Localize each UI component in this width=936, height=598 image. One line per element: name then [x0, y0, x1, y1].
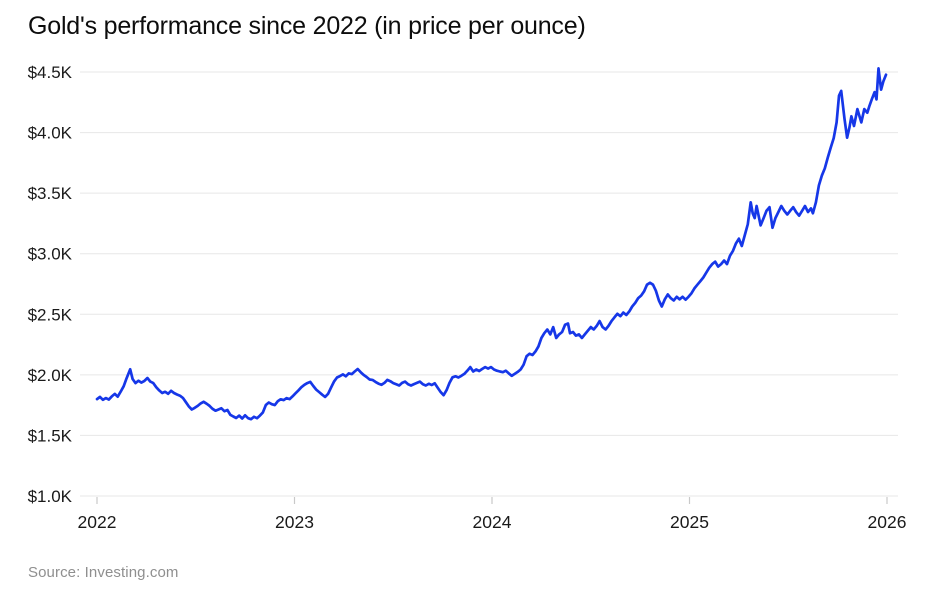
x-axis-tick-label: 2026 — [868, 512, 907, 532]
x-axis-tick-label: 2025 — [670, 512, 709, 532]
y-axis-tick-label: $1.0K — [28, 487, 73, 506]
source-text: Source: Investing.com — [28, 564, 179, 581]
chart-title: Gold's performance since 2022 (in price … — [28, 12, 586, 40]
y-axis-tick-label: $4.5K — [28, 63, 73, 82]
gold-price-line-chart: $1.0K $1.5K $2.0K $2.5K $3.0K $3.5K $4.0K $4.5K… — [28, 63, 907, 532]
x-axis-tick-label: 2022 — [78, 512, 117, 532]
y-axis-tick-label: $4.0K — [28, 124, 73, 143]
y-axis-tick-label: $3.5K — [28, 184, 73, 203]
gold-price-line — [95, 67, 888, 421]
y-axis-tick-label: $2.0K — [28, 366, 73, 385]
x-axis-tick-label: 2024 — [473, 512, 512, 532]
y-axis-tick-label: $3.0K — [28, 245, 73, 264]
y-axis-tick-label: $1.5K — [28, 426, 73, 445]
y-axis-tick-label: $2.5K — [28, 305, 73, 324]
x-axis-tick-label: 2023 — [275, 512, 314, 532]
